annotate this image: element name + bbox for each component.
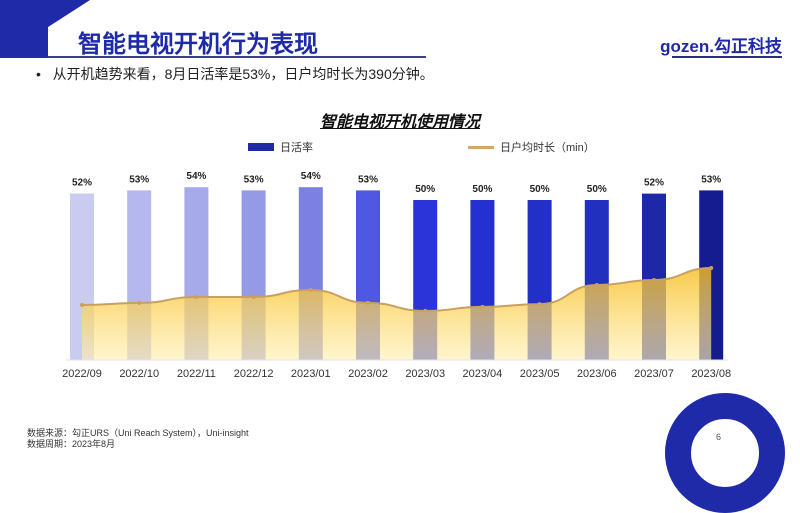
area-fill: [82, 268, 712, 360]
area-point: [423, 308, 428, 313]
legend-label-bar: 日活率: [280, 142, 313, 154]
legend-label-area: 日户均时长（min）: [500, 142, 595, 154]
logo-underline: [672, 56, 782, 58]
bar-value-label: 53%: [701, 174, 721, 185]
area-point: [251, 295, 256, 300]
bar-value-label: 54%: [186, 171, 206, 182]
x-tick-label: 2023/04: [463, 368, 503, 380]
x-tick-label: 2023/07: [634, 368, 674, 380]
corner-decoration-slant: [0, 0, 90, 58]
bar-value-label: 52%: [644, 178, 664, 189]
legend-swatch-bar: [248, 143, 274, 151]
area-point: [194, 295, 199, 300]
bar-value-label: 53%: [129, 174, 149, 185]
x-tick-label: 2023/01: [291, 368, 331, 380]
area-point: [709, 266, 714, 270]
bar-value-label: 50%: [472, 184, 492, 195]
area-point: [137, 300, 142, 305]
footer: 数据来源：勾正URS（Uni Reach System），Uni-insight…: [27, 428, 249, 450]
x-tick-label: 2023/02: [348, 368, 388, 380]
x-tick-label: 2022/11: [177, 368, 216, 380]
bar-value-label: 52%: [72, 178, 92, 189]
x-tick-label: 2023/08: [691, 368, 731, 380]
chart-title: 智能电视开机使用情况: [319, 114, 480, 131]
area-point: [366, 300, 370, 305]
area-point: [594, 282, 599, 287]
bar-value-label: 54%: [301, 171, 321, 182]
data-source: 数据来源：勾正URS（Uni Reach System），Uni-insight: [27, 428, 249, 438]
legend-bar: 日活率: [248, 139, 313, 155]
summary-bullet: • 从开机趋势来看，8月日活率是53%，日户均时长为390分钟。: [36, 66, 434, 82]
area-point: [80, 303, 84, 308]
legend-swatch-area: [468, 145, 494, 149]
summary-text: 从开机趋势来看，8月日活率是53%，日户均时长为390分钟。: [52, 66, 434, 82]
legend-area: 日户均时长（min）: [468, 139, 595, 155]
page-number: 6: [716, 432, 722, 442]
bar-value-label: 50%: [587, 184, 607, 195]
x-tick-label: 2022/10: [119, 368, 159, 380]
bar-value-label: 53%: [358, 174, 378, 185]
bar-value-label: 53%: [244, 174, 264, 185]
brand-logo: gozen.勾正科技: [660, 37, 782, 56]
data-period: 数据周期：2023年8月: [27, 439, 116, 449]
area-point: [308, 287, 313, 292]
bar-value-label: 50%: [415, 184, 435, 195]
title-underline: [48, 56, 426, 58]
x-tick-label: 2023/03: [405, 368, 445, 380]
x-tick-label: 2023/06: [577, 368, 617, 380]
page-title: 智能电视开机行为表现: [78, 31, 318, 58]
area-point: [480, 304, 485, 309]
x-tick-label: 2023/05: [520, 368, 560, 380]
area-point: [652, 278, 656, 283]
x-tick-label: 2022/12: [234, 368, 274, 380]
chart: 52% 2022/09 53% 2022/10 54% 2022/11 53% 2022/12…: [62, 171, 731, 380]
x-tick-label: 2022/09: [62, 368, 102, 380]
bar-value-label: 50%: [530, 184, 550, 195]
corner-ring-decoration: [665, 393, 785, 513]
area-point: [537, 302, 542, 307]
